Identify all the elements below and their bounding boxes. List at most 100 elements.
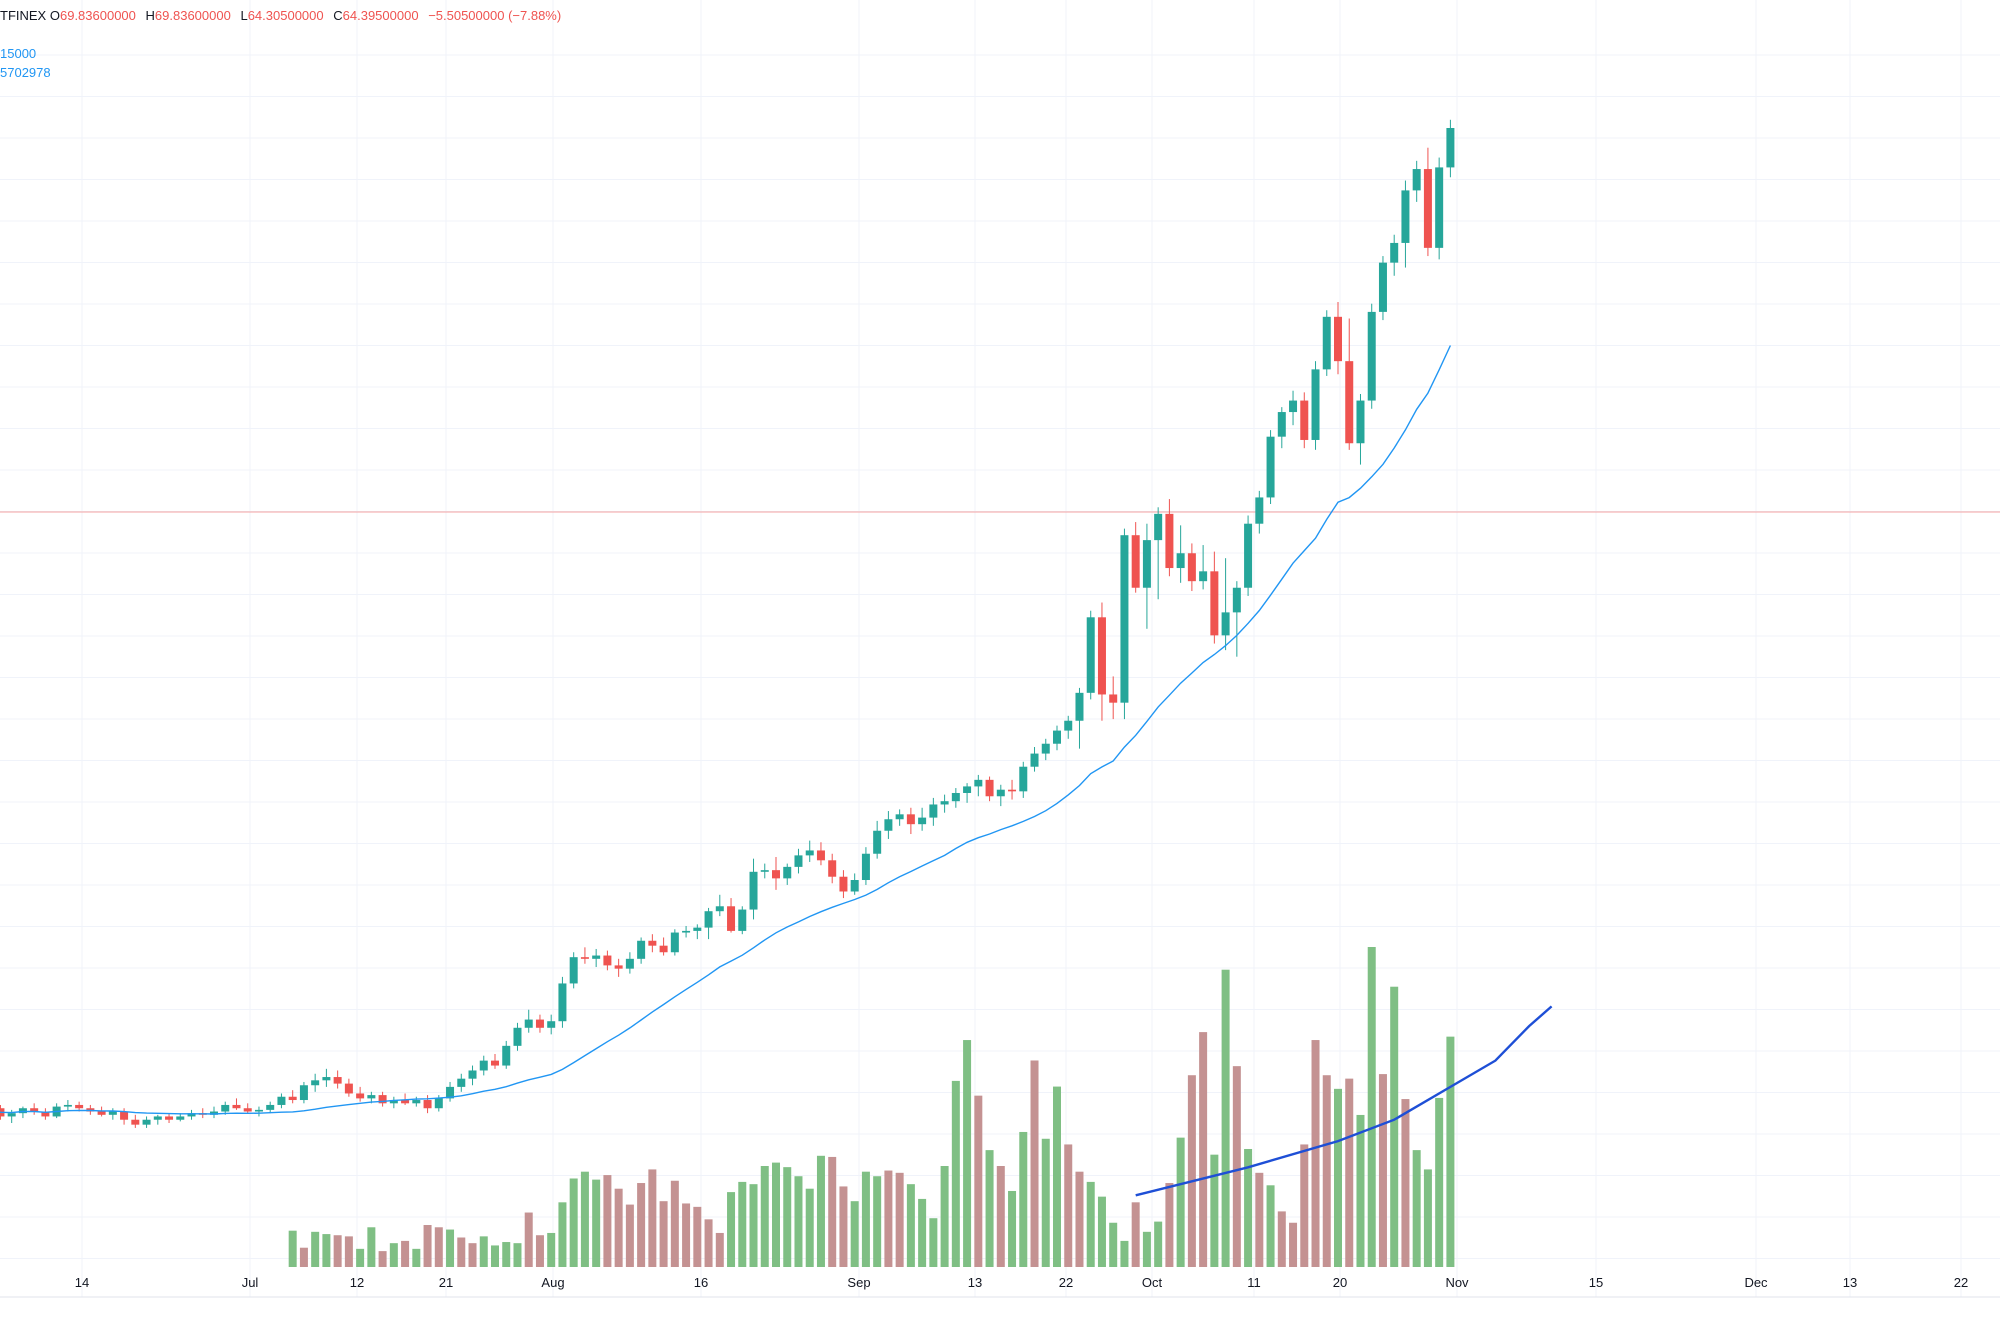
candle [1277, 407, 1286, 449]
candle [210, 1106, 218, 1119]
volume-bar [558, 1202, 567, 1267]
volume-bar [951, 1080, 960, 1267]
candle-body [805, 850, 814, 856]
candle-body [153, 1116, 162, 1120]
candle-body [1390, 242, 1399, 263]
volume-bar [625, 1204, 634, 1267]
candle [558, 976, 567, 1028]
time-axis: 14 Jul 12 21 Aug 16 Sep 13 22 Oct 11 20 Nov 15 Dec 13 22 [75, 1275, 1968, 1290]
time-tick-label: 14 [75, 1275, 89, 1290]
high-label: H [145, 8, 155, 23]
candle [254, 1106, 263, 1117]
candle-body [1255, 497, 1264, 524]
volume-bar [344, 1236, 353, 1267]
candle [502, 1040, 511, 1069]
candle-body [704, 911, 713, 928]
candle-body [288, 1096, 297, 1101]
volume-bar [333, 1235, 342, 1267]
candle [479, 1055, 488, 1076]
candle-body [513, 1027, 522, 1046]
candle-body [1199, 571, 1208, 582]
candle-body [1131, 535, 1140, 588]
volume-bar [1266, 1185, 1275, 1267]
volume-bar [1244, 1148, 1253, 1267]
volume-bar [468, 1243, 477, 1267]
candle [1097, 602, 1106, 721]
candle-body [1401, 190, 1410, 243]
candle [513, 1022, 522, 1051]
volume-bar [850, 1201, 859, 1267]
volume-bar [1390, 986, 1399, 1267]
candle [41, 1108, 50, 1120]
candle [378, 1091, 387, 1107]
candle-body [1277, 412, 1286, 437]
volume-bar [1008, 1190, 1017, 1267]
volume-bar [1356, 1114, 1365, 1267]
ma-short-legend: 15000 [0, 46, 37, 61]
volume-bar [783, 1167, 792, 1267]
candle-body [637, 940, 646, 959]
close-label: C [333, 8, 343, 23]
time-tick-label: Oct [1142, 1275, 1163, 1290]
time-tick-label: Jul [242, 1275, 259, 1290]
candle-body [1311, 369, 1320, 440]
candle-body [142, 1119, 151, 1125]
candle [693, 924, 702, 940]
volume-bar [1199, 1032, 1208, 1267]
candle-body [614, 965, 623, 969]
candle [1086, 610, 1095, 700]
time-tick-label: 20 [1333, 1275, 1347, 1290]
candle [648, 934, 657, 953]
candle [1199, 545, 1208, 590]
volume-bar [288, 1230, 297, 1267]
candle-body [850, 880, 859, 892]
candle-body [1232, 587, 1241, 613]
candle-body [906, 814, 915, 825]
candle-body [524, 1019, 533, 1028]
time-tick-label: 15 [1589, 1275, 1603, 1290]
candle [760, 863, 769, 879]
candle [1412, 160, 1421, 202]
candle-body [367, 1095, 376, 1099]
candle [614, 958, 623, 977]
volume-bar [727, 1192, 736, 1267]
candle [1390, 234, 1399, 276]
candle-body [1221, 612, 1230, 636]
candle [63, 1100, 72, 1112]
candle [1187, 543, 1196, 592]
volume-bar [535, 1235, 544, 1267]
volume-bar [906, 1184, 915, 1267]
candle-body [985, 779, 994, 797]
volume-bar [873, 1176, 882, 1267]
volume-bar [1097, 1196, 1106, 1267]
candle [1176, 525, 1185, 583]
candle [1289, 390, 1298, 426]
candle [524, 1009, 533, 1033]
volume-bar [1334, 1088, 1342, 1267]
candle [333, 1070, 342, 1089]
volume-bar [547, 1232, 556, 1267]
candle-body [165, 1116, 174, 1120]
candle [120, 1108, 129, 1125]
volume-bar [682, 1203, 691, 1267]
volume-bar [479, 1236, 488, 1267]
time-tick-label: 13 [1843, 1275, 1857, 1290]
candle [322, 1068, 331, 1087]
candle [918, 807, 927, 831]
volume-bar [940, 1166, 949, 1267]
volume-bar [1412, 1150, 1421, 1267]
candle-body [1030, 753, 1039, 767]
candle [468, 1065, 477, 1086]
volume-bar [1345, 1078, 1354, 1267]
candle [895, 809, 904, 826]
candle-body [648, 940, 657, 946]
candle [963, 783, 972, 803]
time-tick-label: 11 [1247, 1275, 1261, 1290]
candle [356, 1086, 365, 1102]
candle [311, 1073, 320, 1092]
candle-body [1378, 262, 1387, 312]
volume-bar [1109, 1222, 1118, 1267]
volume-bar [580, 1171, 589, 1267]
volume-bar [828, 1156, 837, 1267]
